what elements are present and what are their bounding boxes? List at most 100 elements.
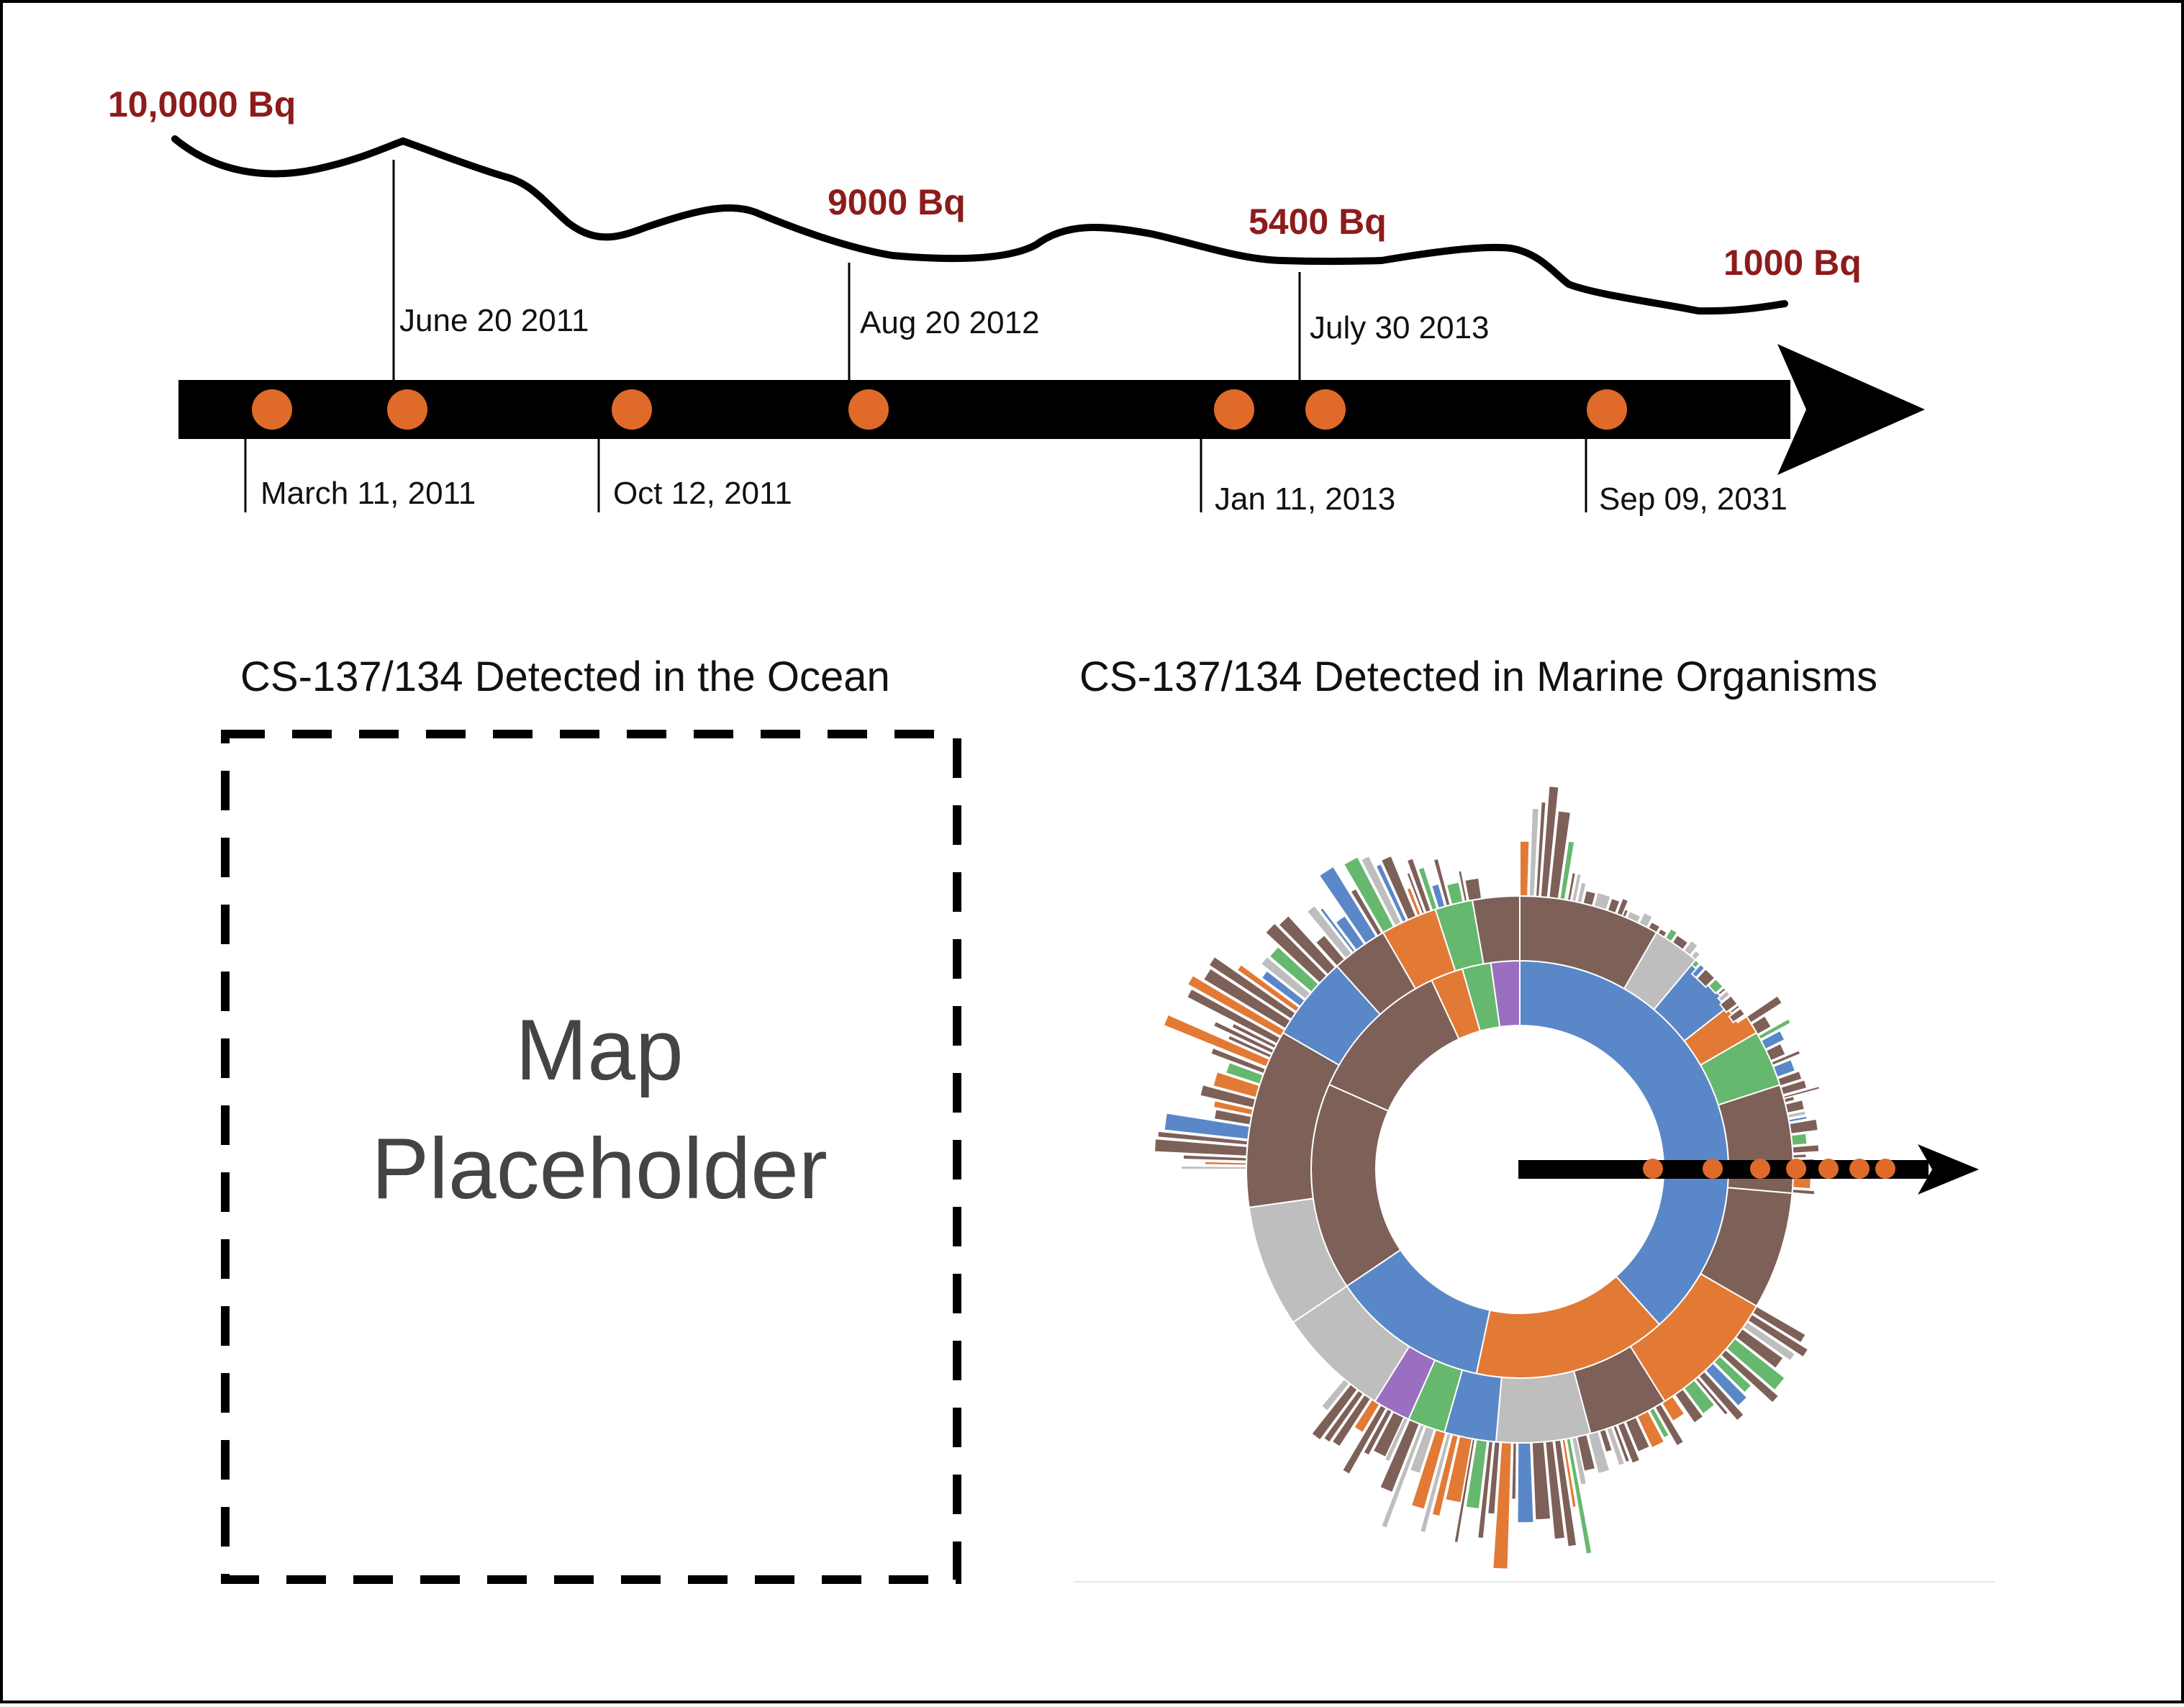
sunburst-segment — [1268, 945, 1320, 994]
sunburst-segment — [1728, 1007, 1746, 1024]
sunburst-segment — [1331, 1393, 1372, 1448]
sunburst-segment — [1444, 1435, 1474, 1504]
sunburst-segment — [1660, 1395, 1686, 1423]
sunburst-segment — [1750, 1014, 1773, 1036]
sunburst-segment — [1259, 955, 1312, 1001]
sunburst-segment — [1788, 1118, 1819, 1135]
sunburst-arrow-head — [1918, 1144, 1979, 1195]
sunburst-segment — [1707, 977, 1724, 995]
sunburst-segment — [1576, 881, 1587, 905]
sunburst-arrow-dot — [1750, 1159, 1770, 1179]
sunburst-segment — [1539, 785, 1560, 899]
level-label-5400-bq: 5400 Bq — [1249, 202, 1387, 242]
sunburst-segment — [1260, 969, 1306, 1008]
sunburst-segment — [1587, 1430, 1611, 1475]
sunburst-segment — [1671, 933, 1690, 951]
sunburst-segment — [1182, 1154, 1248, 1162]
sunburst-segment — [1791, 1188, 1816, 1196]
sunburst-segment — [1180, 1165, 1248, 1170]
sunburst-segment — [1199, 1084, 1257, 1109]
sunburst-segment — [1673, 1387, 1705, 1425]
sunburst-segment — [1728, 1003, 1741, 1015]
sunburst-chart — [1153, 785, 1821, 1570]
sunburst-segment — [1713, 1354, 1753, 1394]
sunburst-segment — [1626, 910, 1642, 924]
sunburst-segment — [1163, 1112, 1251, 1141]
timeline-dot — [1305, 389, 1346, 430]
sunburst-segment — [1156, 1130, 1249, 1146]
sunburst-segment — [1592, 891, 1612, 911]
sunburst-segment — [1224, 1061, 1264, 1085]
sunburst-segment — [1698, 1370, 1746, 1422]
sunburst-segment — [1704, 1362, 1749, 1408]
sunburst-segment — [1654, 1403, 1685, 1447]
sunburst-segment — [1719, 1348, 1780, 1405]
timeline-arrow-head — [1777, 344, 1925, 475]
sunburst-segment — [1716, 986, 1727, 997]
sunburst-segment — [1682, 939, 1700, 957]
sunburst-segment — [1664, 927, 1679, 943]
sunburst-segment — [1725, 1337, 1787, 1392]
sunburst-segment — [1310, 1382, 1359, 1441]
sunburst-segment — [1571, 872, 1583, 903]
sunburst-segment — [1202, 967, 1292, 1030]
sunburst-arrow-dot — [1643, 1159, 1663, 1179]
sunburst-segment — [1746, 1313, 1810, 1359]
sunburst-segment — [1432, 857, 1451, 907]
level-label-1000-bq: 1000 Bq — [1723, 243, 1862, 283]
sunburst-segment — [1213, 1108, 1253, 1126]
sunburst-segment — [1342, 855, 1395, 934]
sunburst-segment — [1305, 904, 1354, 960]
sunburst-segment — [1231, 1022, 1278, 1050]
sunburst-segment — [1612, 1424, 1631, 1464]
sunburst-segment — [1772, 1058, 1797, 1079]
sunburst-segment — [1212, 1100, 1254, 1116]
sunburst-segment — [1379, 1418, 1420, 1494]
sunburst-segment — [1759, 1029, 1786, 1051]
sunburst-segment — [1277, 914, 1337, 976]
sunburst-segment — [1334, 914, 1366, 951]
sunburst-segment — [1510, 1441, 1518, 1500]
sunburst-segment — [1318, 865, 1378, 945]
map-placeholder-box — [221, 730, 961, 1584]
timeline-dot — [848, 389, 889, 430]
ocean-panel: CS-137/134 Detected in the Ocean Map Pla… — [221, 653, 961, 1584]
level-label-10-0000-bq: 10,0000 Bq — [108, 84, 296, 124]
sunburst-segment — [1734, 1327, 1785, 1370]
sunburst-segment — [1770, 1049, 1802, 1067]
sunburst-segment — [1616, 1421, 1641, 1464]
sunburst-segment — [1690, 963, 1706, 979]
sunburst-segment — [1791, 1144, 1821, 1154]
sunburst-segment — [1349, 887, 1383, 937]
sunburst-segment — [1374, 862, 1408, 924]
sunburst-segment — [1464, 1439, 1489, 1511]
sunburst-segment — [1495, 1369, 1592, 1444]
sunburst-segment — [1782, 1095, 1796, 1104]
sunburst-segment — [1487, 1441, 1501, 1516]
sunburst-segment — [1741, 1321, 1797, 1362]
sunburst-segment — [1534, 800, 1547, 898]
sunburst-segment — [1561, 1438, 1577, 1509]
date-label-june-2011: June 20 2011 — [399, 303, 589, 338]
sunburst-segment — [1648, 1406, 1671, 1439]
sunburst-segment — [1314, 933, 1346, 968]
timeline-dot — [252, 389, 292, 430]
sunburst-segment — [1226, 1034, 1273, 1059]
sunburst-segment — [1790, 1132, 1808, 1146]
timeline-dots — [252, 389, 1627, 430]
map-placeholder-line2: Placeholder — [371, 1120, 828, 1217]
sunburst-segment — [1787, 1110, 1807, 1120]
sunburst-segment — [1492, 1441, 1513, 1570]
sunburst-segment — [1341, 1403, 1388, 1476]
timeline-dot — [1214, 389, 1254, 430]
sunburst-arrow-dot — [1875, 1159, 1895, 1179]
sunburst-segment — [1186, 974, 1286, 1038]
organisms-panel: CS-137/134 Detected in Marine Organisms — [1074, 653, 1995, 1583]
sunburst-segment — [1606, 897, 1621, 915]
timeline: June 20 2011 Aug 20 2012 July 30 2013 Ma… — [108, 84, 1925, 517]
sunburst-segment — [1636, 1410, 1666, 1449]
sunburst-segment — [1751, 1305, 1807, 1344]
sunburst-segment — [1519, 840, 1531, 897]
